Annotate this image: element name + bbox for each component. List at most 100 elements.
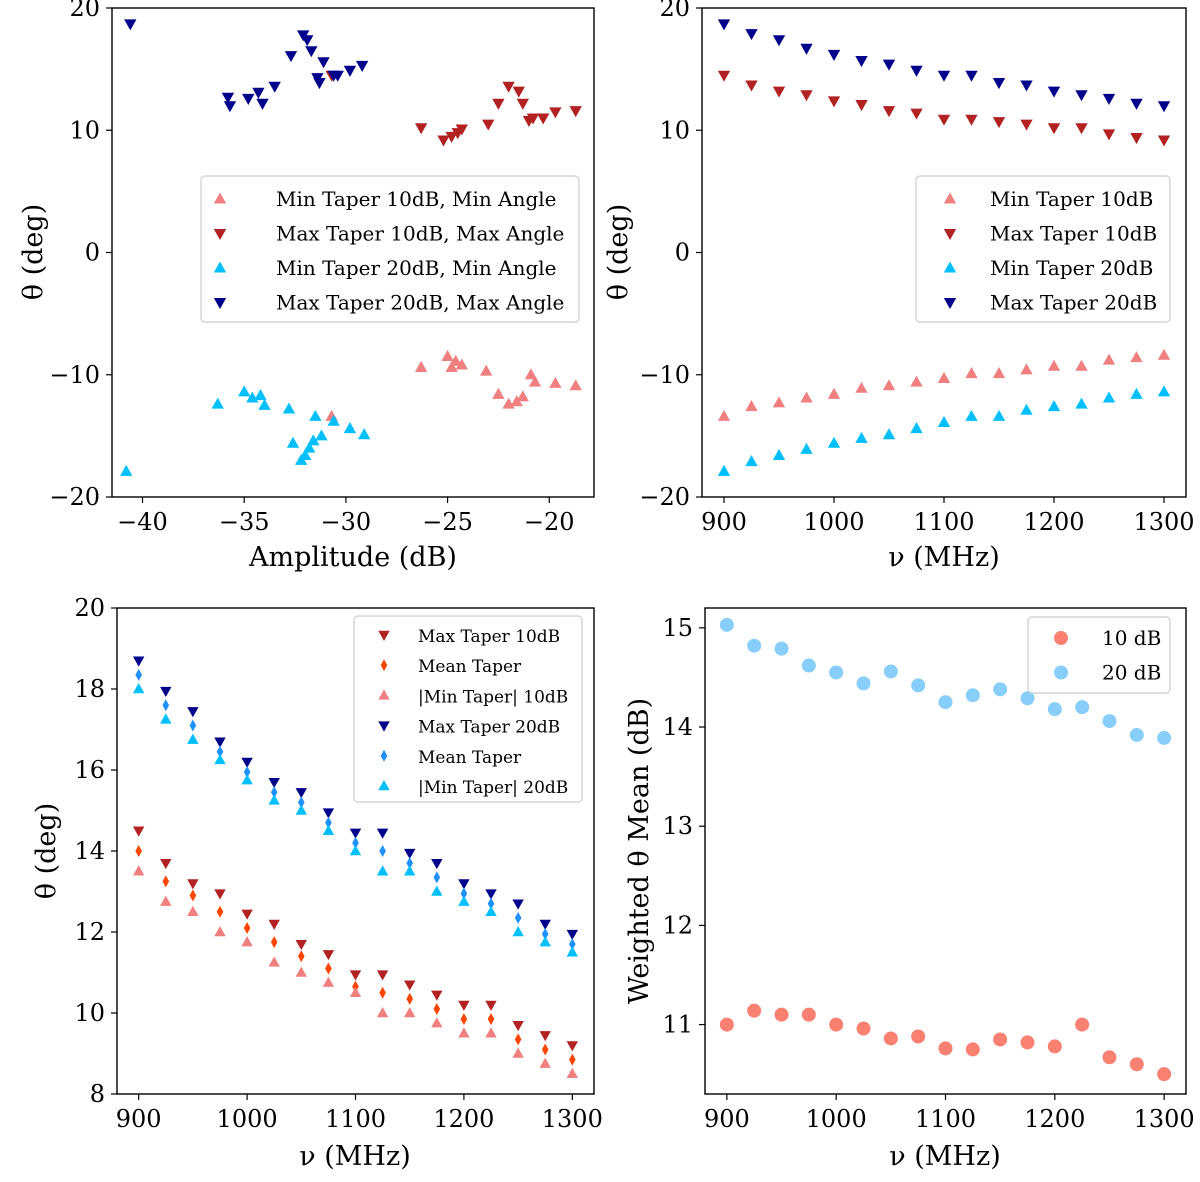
bottom-left-series-2-point: [431, 1017, 443, 1028]
y-tick-label: 20: [69, 0, 100, 22]
y-tick-label: 16: [74, 756, 105, 784]
top-right-series-1-point: [1157, 135, 1171, 147]
bottom-right-marks: [719, 617, 1172, 1082]
bottom-left-legend-marker-3: [378, 721, 390, 732]
top-left-series-1-point: [414, 123, 428, 135]
bottom-left-legend-rows: Max Taper 10dB Mean Taper |Min Taper| 10dB…: [378, 627, 568, 798]
top-right-series-0-point: [1020, 363, 1033, 375]
top-left-legend-marker-0: [213, 192, 227, 204]
top-right-series-1-point: [800, 90, 813, 102]
bottom-left-series-3-point: [214, 737, 226, 748]
y-tick-label: 10: [69, 116, 100, 144]
x-tick-label: 1000: [806, 1105, 867, 1133]
top-right-series-2-point: [1047, 400, 1061, 412]
top-right-series-1-point: [1075, 123, 1088, 135]
bottom-right-series-1-point: [883, 664, 898, 679]
top-left-series-3-point: [313, 78, 326, 90]
top-right-series-3-point: [1020, 80, 1033, 92]
bottom-left-series-3-point: [132, 656, 145, 667]
top-left-series-0-point: [524, 368, 538, 380]
bottom-right-series-0-point: [774, 1007, 789, 1022]
y-tick-label: 10: [659, 116, 690, 144]
bottom-left-series-5-point: [241, 774, 253, 785]
x-tick-label: 1200: [1023, 508, 1084, 536]
top-right-series-2-point: [717, 464, 731, 476]
top-left-legend-box: [200, 175, 580, 323]
top-right-series-1-point: [1102, 129, 1116, 141]
top-right-series-2-point: [827, 436, 841, 448]
bottom-right-series-1-point: [801, 658, 816, 673]
bottom-left-series-3-point: [160, 686, 172, 698]
bottom-left-series-5-point: [322, 824, 335, 835]
top-right-series-2-point: [937, 415, 951, 427]
y-tick-label: 12: [74, 918, 105, 946]
top-left-series-2-point: [258, 398, 271, 410]
bottom-left-series-3-point: [187, 707, 199, 718]
bottom-left-series-2-point: [322, 976, 335, 987]
bottom-left-series-1-point: [270, 936, 278, 949]
top-right-series-0-point: [910, 375, 923, 387]
bottom-left-series-1-point: [189, 889, 197, 902]
bottom-left-series-2-point: [295, 966, 307, 977]
x-tick-label: 1100: [325, 1105, 386, 1133]
bottom-left-xlabel: ν (MHz): [299, 1141, 410, 1172]
top-right-series-2-point: [800, 442, 813, 454]
bottom-left-series-5-point: [512, 926, 524, 937]
bottom-left-series-5-point: [187, 733, 199, 744]
bottom-left-series-2-point: [160, 895, 172, 906]
bottom-right-series-0-point: [1047, 1039, 1062, 1054]
top-left-series-3-point: [305, 46, 318, 58]
bottom-left-series-0-point: [376, 970, 389, 981]
bottom-left-series-0-point: [132, 826, 145, 837]
bottom-right-series-1-point: [965, 688, 980, 703]
bottom-left-series-1-point: [352, 980, 359, 993]
bottom-left-series-4-point: [297, 796, 305, 809]
top-right-series-0-point: [772, 396, 786, 408]
bottom-left-series-2-point: [268, 956, 280, 967]
top-right-series-0-point: [937, 371, 951, 383]
bottom-right-legend-label-0: 10 dB: [1102, 626, 1161, 650]
bottom-right-legend: 10 dB 20 dB: [1027, 616, 1171, 694]
y-tick-label: 15: [662, 614, 693, 642]
bottom-left-series-1-point: [216, 905, 224, 918]
bottom-left-series-5-point: [376, 865, 389, 876]
x-tick-label: −40: [117, 508, 168, 536]
top-left-series-2-point: [309, 409, 322, 421]
top-left-series-0-point: [441, 349, 454, 361]
bottom-right-series-0-point: [801, 1007, 816, 1022]
top-right-legend-label-0: Min Taper 10dB: [990, 187, 1153, 211]
y-tick-label: 18: [74, 675, 105, 703]
bottom-left-series-0-point: [404, 980, 416, 991]
panel-top-left: −40 −35 −30 −25 −20 −20 −10 0 10 20 Amplitude (dB…: [18, 0, 595, 573]
bottom-left-series-0-point: [214, 889, 226, 900]
bottom-right-series-0-point: [1129, 1057, 1144, 1072]
bottom-right-series-0-point: [747, 1003, 762, 1018]
top-left-series-2-point: [120, 464, 133, 476]
y-tick-label: 12: [662, 911, 693, 939]
bottom-left-series-4-point: [514, 911, 522, 924]
top-right-series-1-point: [965, 114, 978, 126]
bottom-left-series-3-point: [376, 828, 389, 839]
bottom-left-series-4-point: [162, 699, 170, 712]
bottom-left-series-5-point: [295, 804, 307, 815]
bottom-right-series-1-point: [1075, 700, 1090, 715]
top-left-series-2-point: [315, 429, 328, 441]
bottom-left-legend-marker-5: [378, 780, 390, 791]
bottom-right-series-0-point: [856, 1021, 871, 1036]
bottom-right-legend-label-1: 20 dB: [1102, 661, 1161, 685]
top-left-series-3-point: [124, 19, 137, 31]
top-right-legend-marker-0: [943, 192, 957, 204]
bottom-right-series-1-point: [829, 665, 844, 680]
top-right-series-3-point: [855, 56, 868, 68]
x-tick-label: −35: [219, 508, 270, 536]
top-left-series-3-point: [317, 57, 330, 69]
top-right-series-0-point: [1075, 359, 1088, 371]
x-tick-label: 900: [116, 1105, 162, 1133]
top-right-series-0-point: [827, 387, 841, 399]
y-tick-label: 20: [659, 0, 690, 22]
top-right-series-2-point: [1157, 385, 1171, 397]
top-left-series-1-point: [512, 86, 525, 98]
bottom-left-series-4-point: [189, 719, 197, 732]
top-right-series-2-point: [1130, 387, 1143, 399]
